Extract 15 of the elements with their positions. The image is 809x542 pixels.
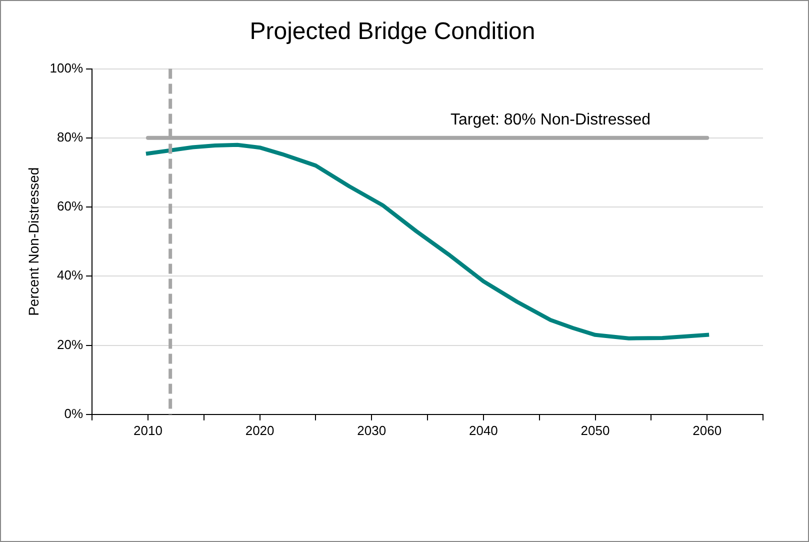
x-tick-label: 2010 (134, 422, 162, 438)
y-tick-label: 0% (64, 406, 84, 421)
chart-title: Projected Bridge Condition (250, 18, 536, 46)
x-tick-label: 2060 (692, 422, 722, 438)
y-tick-label: 20% (57, 336, 84, 352)
x-tick-label: 2030 (357, 422, 386, 438)
y-tick-label: 60% (57, 198, 84, 214)
y-axis-title: Percent Non-Distressed (25, 167, 42, 316)
y-tick-label: 40% (57, 268, 84, 283)
y-tick-label: 80% (57, 130, 84, 144)
x-tick-label: 2040 (468, 422, 498, 438)
y-tick-label: 100% (50, 60, 84, 76)
ref-line-label: Target: 80% Non-Distressed (450, 111, 651, 128)
x-tick-label: 2050 (580, 422, 610, 438)
x-tick-label: 2020 (245, 422, 274, 438)
